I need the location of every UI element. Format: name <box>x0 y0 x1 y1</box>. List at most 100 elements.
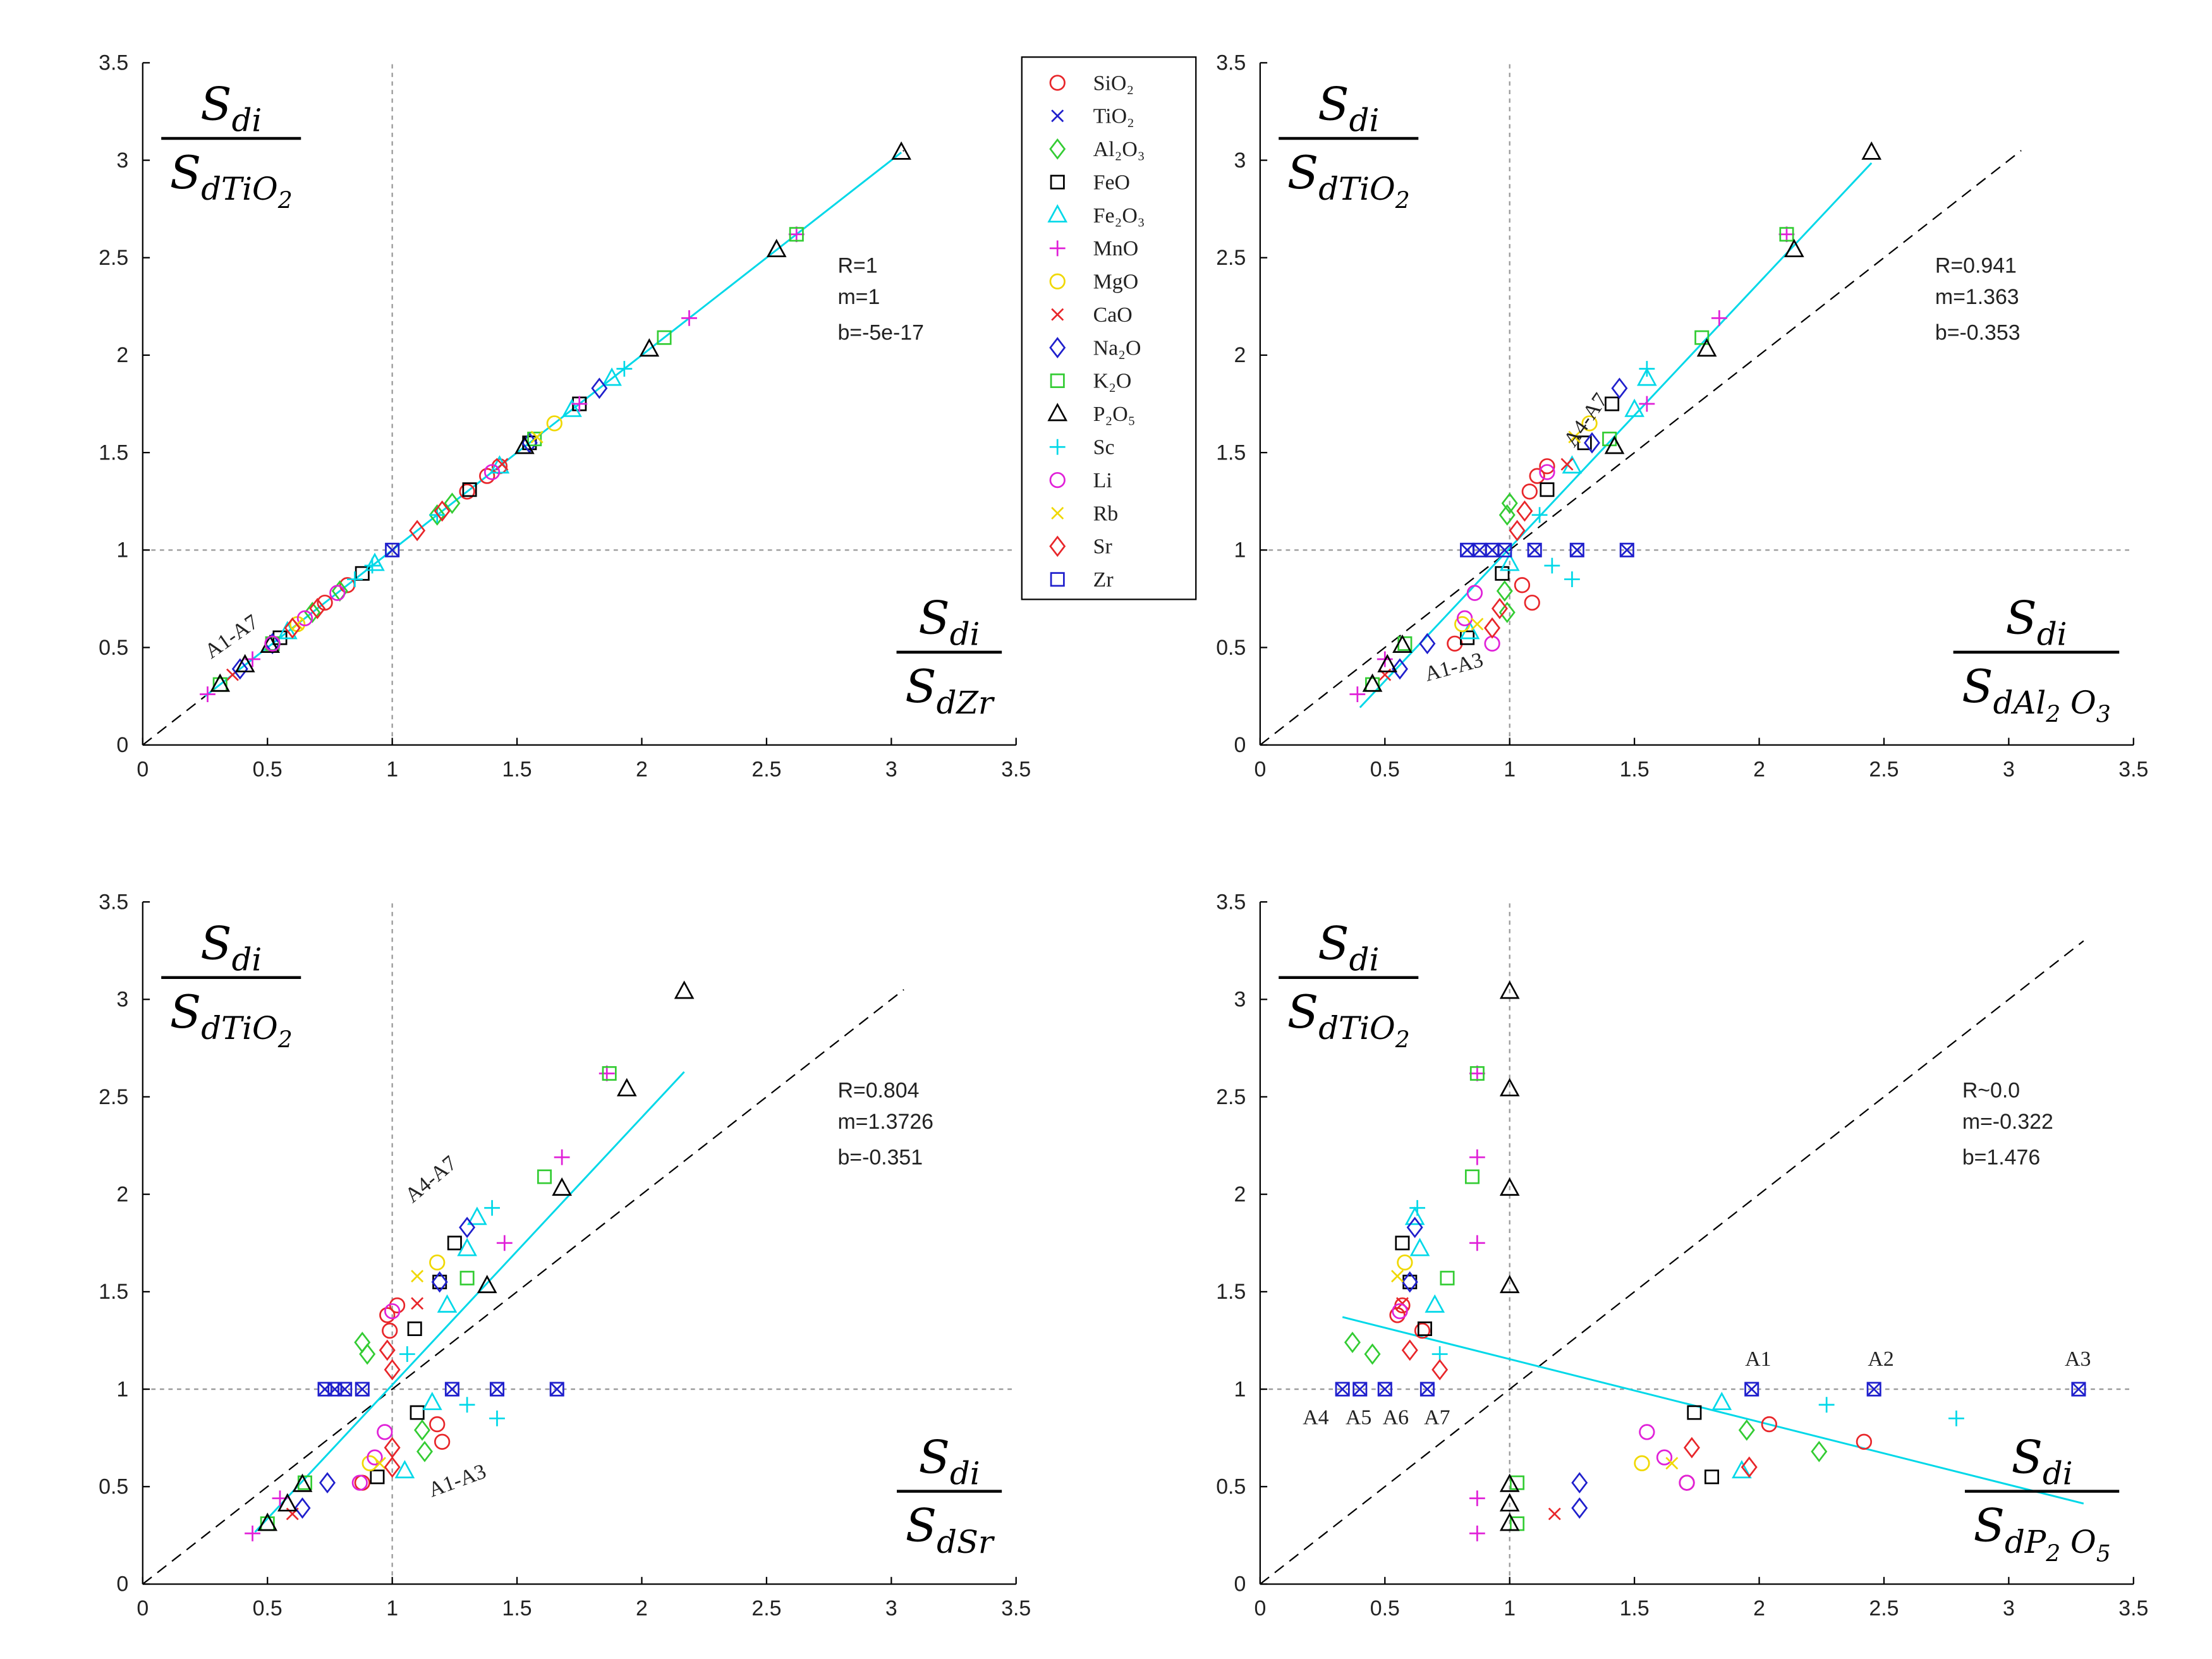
point <box>437 1294 458 1313</box>
point <box>550 1383 564 1396</box>
reference-line <box>142 988 904 1585</box>
y-tick-label: 2.5 <box>99 246 128 270</box>
label-segment: O <box>2060 1524 2096 1560</box>
point <box>602 367 622 386</box>
point <box>1391 1270 1404 1283</box>
point <box>1499 980 1520 999</box>
point <box>1639 1424 1655 1440</box>
point <box>434 500 451 522</box>
point <box>1634 1455 1650 1471</box>
point <box>1687 1405 1702 1420</box>
point <box>200 686 216 702</box>
point <box>484 1200 501 1216</box>
x-tick-label: 3 <box>885 757 897 781</box>
point <box>1469 1066 1485 1081</box>
point <box>444 492 461 514</box>
y-tick-label: 0 <box>116 733 128 757</box>
annotation: A2 <box>1868 1347 1893 1371</box>
point <box>1392 634 1413 653</box>
point <box>1527 542 1542 557</box>
point <box>490 1383 504 1396</box>
point <box>1784 238 1804 257</box>
x-tick-label: 0.5 <box>253 757 283 781</box>
point <box>1540 482 1555 497</box>
annotation: R~0.0 <box>1962 1078 2020 1102</box>
label-segment: O <box>2060 684 2096 721</box>
label-segment: S <box>2012 1431 2043 1484</box>
legend-marker <box>1049 439 1066 455</box>
point <box>1521 483 1538 500</box>
point <box>379 1339 396 1361</box>
point <box>2072 1383 2085 1396</box>
annotation: R=1 <box>837 253 877 277</box>
point <box>1624 398 1644 417</box>
legend-marker <box>1049 471 1066 489</box>
y-tick-label: 2 <box>1234 1182 1246 1206</box>
point <box>382 1322 398 1339</box>
point <box>1419 633 1436 655</box>
point <box>1378 1383 1392 1396</box>
label-segment: 2 <box>277 1026 293 1053</box>
point <box>410 1405 425 1420</box>
point <box>1499 1493 1520 1512</box>
point <box>457 1237 477 1256</box>
point <box>1501 492 1518 514</box>
point <box>1571 544 1584 557</box>
y-tick-label: 2 <box>116 343 128 367</box>
point <box>1639 361 1655 377</box>
point <box>1397 1254 1413 1271</box>
point <box>562 398 582 417</box>
point <box>1486 544 1499 557</box>
y-tick-label: 0.5 <box>99 1475 128 1499</box>
fit-line <box>1342 1316 2084 1505</box>
point <box>1421 1383 1434 1396</box>
point <box>1665 1457 1679 1470</box>
x-tick-label: 1 <box>1504 1596 1516 1620</box>
legend-label: FeO <box>1093 171 1130 194</box>
point <box>1548 1507 1561 1521</box>
label-segment: di <box>1349 941 1380 978</box>
y-tick-label: 0.5 <box>1216 636 1246 660</box>
point <box>1868 1383 1881 1396</box>
point <box>1584 432 1601 454</box>
point <box>477 1275 497 1294</box>
point <box>1531 507 1548 523</box>
point <box>317 594 333 611</box>
legend-label: Sr <box>1093 535 1112 559</box>
point <box>367 1449 383 1466</box>
point <box>245 1525 260 1541</box>
point <box>264 635 281 652</box>
x-tick-label: 2.5 <box>751 757 781 781</box>
x-tick-label: 1.5 <box>1620 1596 1650 1620</box>
y-tick-label: 3.5 <box>1216 51 1246 75</box>
label-segment: di <box>1349 102 1380 139</box>
point <box>384 1359 401 1381</box>
point <box>1529 468 1545 484</box>
label-segment: S <box>1974 1500 2005 1553</box>
point <box>1431 1359 1449 1381</box>
point <box>1469 1490 1485 1507</box>
x-tick-label: 1 <box>1504 757 1516 781</box>
fit-line <box>204 152 902 697</box>
annotation: m=-0.322 <box>1962 1110 2053 1134</box>
legend-label: MgO <box>1093 270 1139 294</box>
point <box>591 377 608 399</box>
point <box>1711 310 1727 326</box>
label-segment: di <box>232 102 262 139</box>
point <box>1344 1332 1361 1353</box>
point <box>1818 1397 1835 1413</box>
point <box>1469 1235 1485 1251</box>
point <box>602 1066 617 1081</box>
point <box>407 1321 422 1336</box>
point <box>1605 396 1620 411</box>
point <box>1391 658 1408 680</box>
label-segment: S <box>1318 78 1349 131</box>
fraction-part: Sdi <box>2005 592 2067 653</box>
point <box>496 1235 513 1251</box>
x-tick-label: 2.5 <box>1869 1596 1899 1620</box>
label-segment: 2 <box>2045 701 2060 728</box>
point <box>1683 1437 1700 1459</box>
